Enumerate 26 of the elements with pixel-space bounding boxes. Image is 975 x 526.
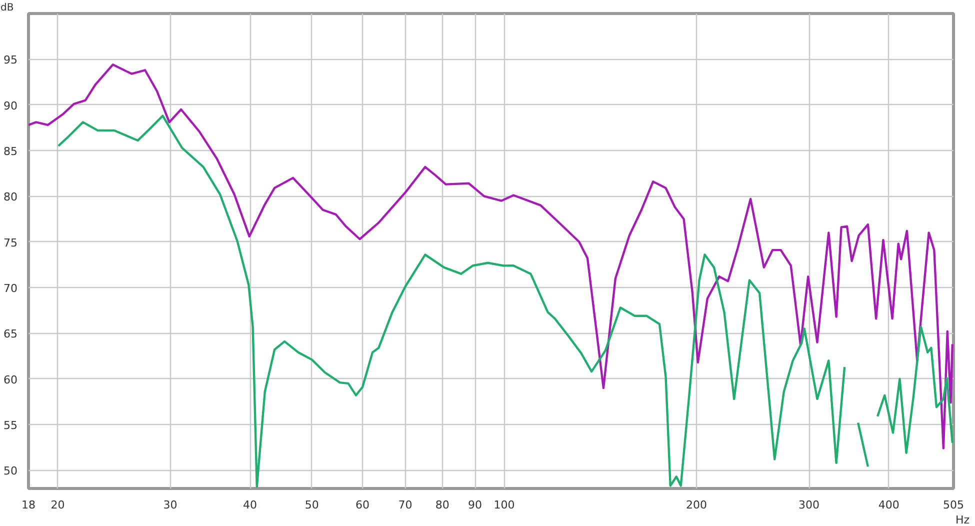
x-tick-label: 60 bbox=[356, 498, 370, 512]
y-tick-label: 55 bbox=[4, 419, 18, 432]
y-tick-label: 50 bbox=[4, 464, 18, 478]
x-tick-label: 200 bbox=[686, 498, 708, 512]
x-tick-label: 80 bbox=[435, 498, 450, 512]
x-tick-label: 20 bbox=[50, 498, 65, 512]
x-tick-label: 300 bbox=[798, 498, 820, 512]
x-tick-label: 50 bbox=[304, 498, 319, 512]
y-tick-label: 70 bbox=[4, 282, 18, 296]
x-tick-label: 70 bbox=[398, 498, 412, 512]
y-tick-label: 65 bbox=[4, 328, 18, 341]
x-tick-label: 100 bbox=[494, 498, 515, 512]
x-tick-label: 90 bbox=[468, 498, 482, 512]
x-tick-label: 40 bbox=[243, 498, 258, 512]
x-tick-label: 400 bbox=[878, 498, 900, 512]
y-axis-title: dB bbox=[0, 2, 14, 14]
x-tick-label: 30 bbox=[163, 498, 178, 512]
y-tick-label: 90 bbox=[4, 99, 18, 112]
y-tick-label: 95 bbox=[4, 54, 18, 67]
y-tick-label: 75 bbox=[4, 236, 18, 250]
x-tick-label: 18 bbox=[22, 498, 36, 512]
y-tick-label: 85 bbox=[4, 145, 18, 158]
x-tick-label: 505 bbox=[943, 498, 964, 512]
x-axis-title: Hz bbox=[955, 514, 970, 526]
y-tick-label: 60 bbox=[4, 373, 18, 386]
y-tick-label: 80 bbox=[4, 190, 18, 204]
